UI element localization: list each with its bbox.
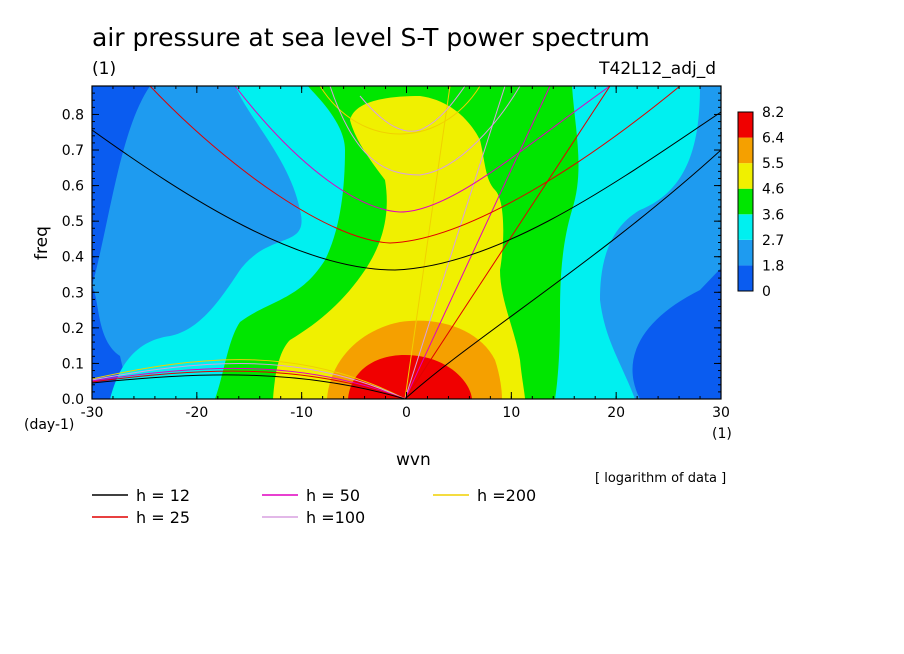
y-tick-label: 0.0 — [62, 392, 84, 408]
x-axis-label: wvn — [396, 450, 431, 470]
y-axis-label: freq — [32, 226, 52, 260]
dispersion-curves — [92, 86, 721, 399]
legend-label: h = 25 — [136, 508, 190, 527]
colorbar-swatch — [738, 239, 753, 266]
y-tick-label: 0.3 — [62, 285, 84, 301]
y-axis-ticks: 0.0 0.1 0.2 0.3 0.4 0.5 0.6 0.7 0.8 — [62, 92, 721, 408]
legend-label: h = 12 — [136, 486, 190, 505]
colorbar-label: 1.8 — [762, 258, 784, 274]
x-tick-label: 0 — [402, 405, 411, 421]
colorbar-label: 6.4 — [762, 131, 784, 147]
h12-west-curve — [92, 374, 406, 399]
colorbar-swatch — [738, 188, 753, 215]
h50-upper-curve — [234, 86, 611, 213]
colorbar-label: 2.7 — [762, 233, 784, 249]
colorbar-swatch — [738, 214, 753, 240]
h25-upper-curve — [149, 86, 681, 244]
x-tick-label: 20 — [607, 405, 625, 421]
x-unit-label: (1) — [712, 426, 732, 442]
legend-label: h =100 — [306, 508, 365, 527]
chart-title: air pressure at sea level S-T power spec… — [92, 23, 650, 52]
x-tick-label: 30 — [712, 405, 730, 421]
h50-kelvin-line — [404, 86, 551, 399]
contour-field — [92, 86, 721, 399]
colorbar-label: 8.2 — [762, 105, 784, 121]
colorbar-swatch — [738, 112, 753, 138]
h200-west-curve — [92, 359, 406, 399]
y-tick-label: 0.2 — [62, 321, 84, 337]
colorbar-border — [737, 111, 754, 292]
colorbar-swatch — [738, 265, 753, 291]
colorbar-label: 5.5 — [762, 156, 784, 172]
x-tick-label: -30 — [81, 405, 104, 421]
h100-west-curve — [92, 363, 406, 399]
legend-label: h = 50 — [306, 486, 360, 505]
curve-legend: h = 12 h = 25 h = 50 h =100 h =200 — [92, 486, 536, 527]
h25-kelvin-line — [404, 86, 611, 399]
curve-group-h50 — [92, 86, 611, 399]
curve-group-h25 — [92, 86, 681, 399]
x-tick-label: -20 — [185, 405, 208, 421]
h50-west-curve — [92, 367, 406, 399]
y-tick-label: 0.6 — [62, 179, 84, 195]
h100-top-curve — [359, 86, 466, 132]
level-4-region — [273, 96, 525, 399]
curve-group-h100 — [92, 86, 521, 399]
h12-kelvin-curve — [404, 149, 721, 399]
y-tick-label: 0.5 — [62, 214, 84, 230]
colorbar-swatch — [738, 163, 753, 189]
colorbar: 0 1.8 2.7 3.6 4.6 5.5 6.4 8.2 — [737, 105, 784, 300]
y-tick-label: 0.7 — [62, 143, 84, 159]
y-tick-label: 0.8 — [62, 107, 84, 123]
colorbar-label: 3.6 — [762, 207, 784, 223]
h200-kelvin-line — [404, 86, 451, 399]
legend-label: h =200 — [477, 486, 536, 505]
y-unit-label: (day-1) — [24, 417, 74, 433]
curve-group-h12 — [92, 111, 721, 399]
x-tick-label: 10 — [502, 405, 520, 421]
chart-subtitle-left: (1) — [92, 59, 116, 79]
plot-frame: -30 -20 -10 0 10 20 30 0.00.10.20.30.40.50.60.… — [62, 85, 730, 421]
colorbar-label: 0 — [762, 284, 771, 300]
chart-subtitle-right: T42L12_adj_d — [598, 59, 716, 79]
h12-upper-curve — [92, 111, 721, 271]
colorbar-swatch — [738, 137, 753, 164]
data-note: [ logarithm of data ] — [595, 471, 726, 486]
y-tick-label: 0.4 — [62, 250, 84, 266]
x-tick-label: -10 — [290, 405, 313, 421]
curve-group-h200 — [92, 86, 481, 399]
x-axis-ticks: -30 -20 -10 0 10 20 30 — [81, 86, 730, 421]
y-tick-label: 0.1 — [62, 356, 84, 372]
h100-upper-curve — [329, 86, 521, 176]
h200-upper-curve — [319, 86, 481, 135]
h100-kelvin-line — [404, 86, 506, 399]
colorbar-label: 4.6 — [762, 182, 784, 198]
h25-west-curve — [92, 370, 406, 399]
